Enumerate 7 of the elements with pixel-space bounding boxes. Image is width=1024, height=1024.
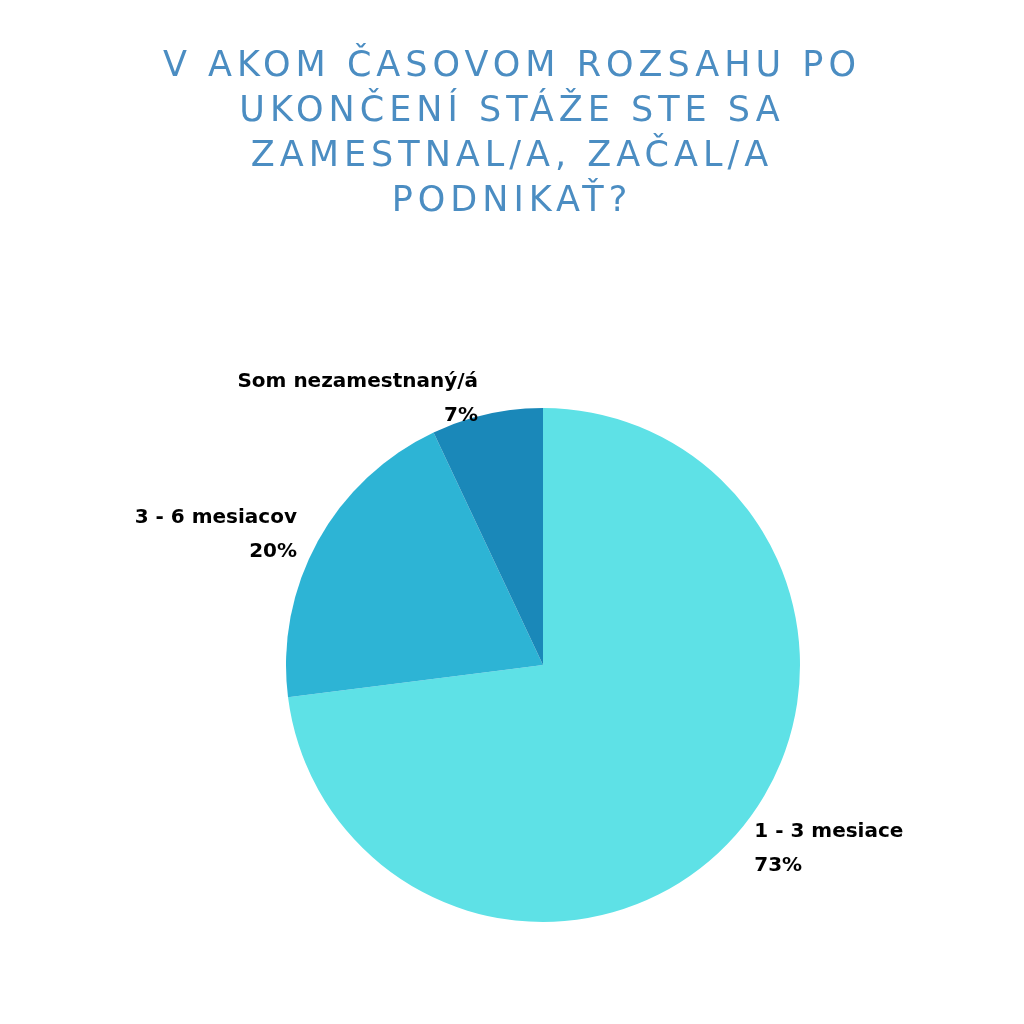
data-label: 7% [444, 401, 479, 426]
data-label: 20% [249, 537, 298, 562]
slice-label: 3 - 6 mesiacov [134, 503, 298, 528]
chart-title: V AKOM ČASOVOM ROZSAHU PO UKONČENÍ STÁŽE STE SA ZAMESTNAL/A, ZAČAL/A PODNIKAŤ? [162, 42, 862, 221]
slice-label: 1 - 3 mesiace [754, 817, 904, 842]
data-label: 73% [754, 851, 803, 876]
slice-label: Som nezamestnaný/á [237, 367, 479, 392]
